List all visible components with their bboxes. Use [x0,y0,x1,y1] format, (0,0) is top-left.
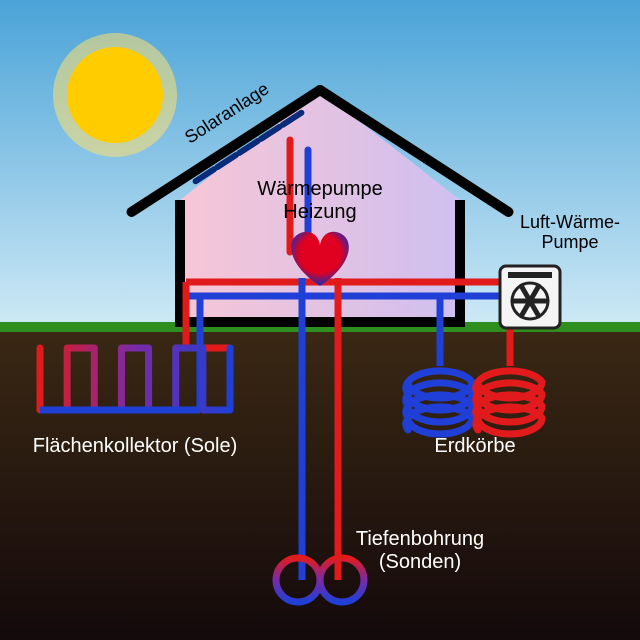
air-pump-vent [508,272,552,278]
label-heatpump-2: Heizung [283,201,356,223]
label-air-2: Pumpe [541,232,598,252]
label-borehole-2: (Sonden) [379,551,461,573]
label-baskets: Erdkörbe [434,435,515,457]
label-heatpump-1: Wärmepumpe [257,178,383,200]
sun-icon [67,47,163,143]
label-flat-collector: Flächenkollektor (Sole) [33,435,238,457]
label-borehole-1: Tiefenbohrung [356,528,484,550]
label-air-1: Luft-Wärme- [520,212,620,232]
